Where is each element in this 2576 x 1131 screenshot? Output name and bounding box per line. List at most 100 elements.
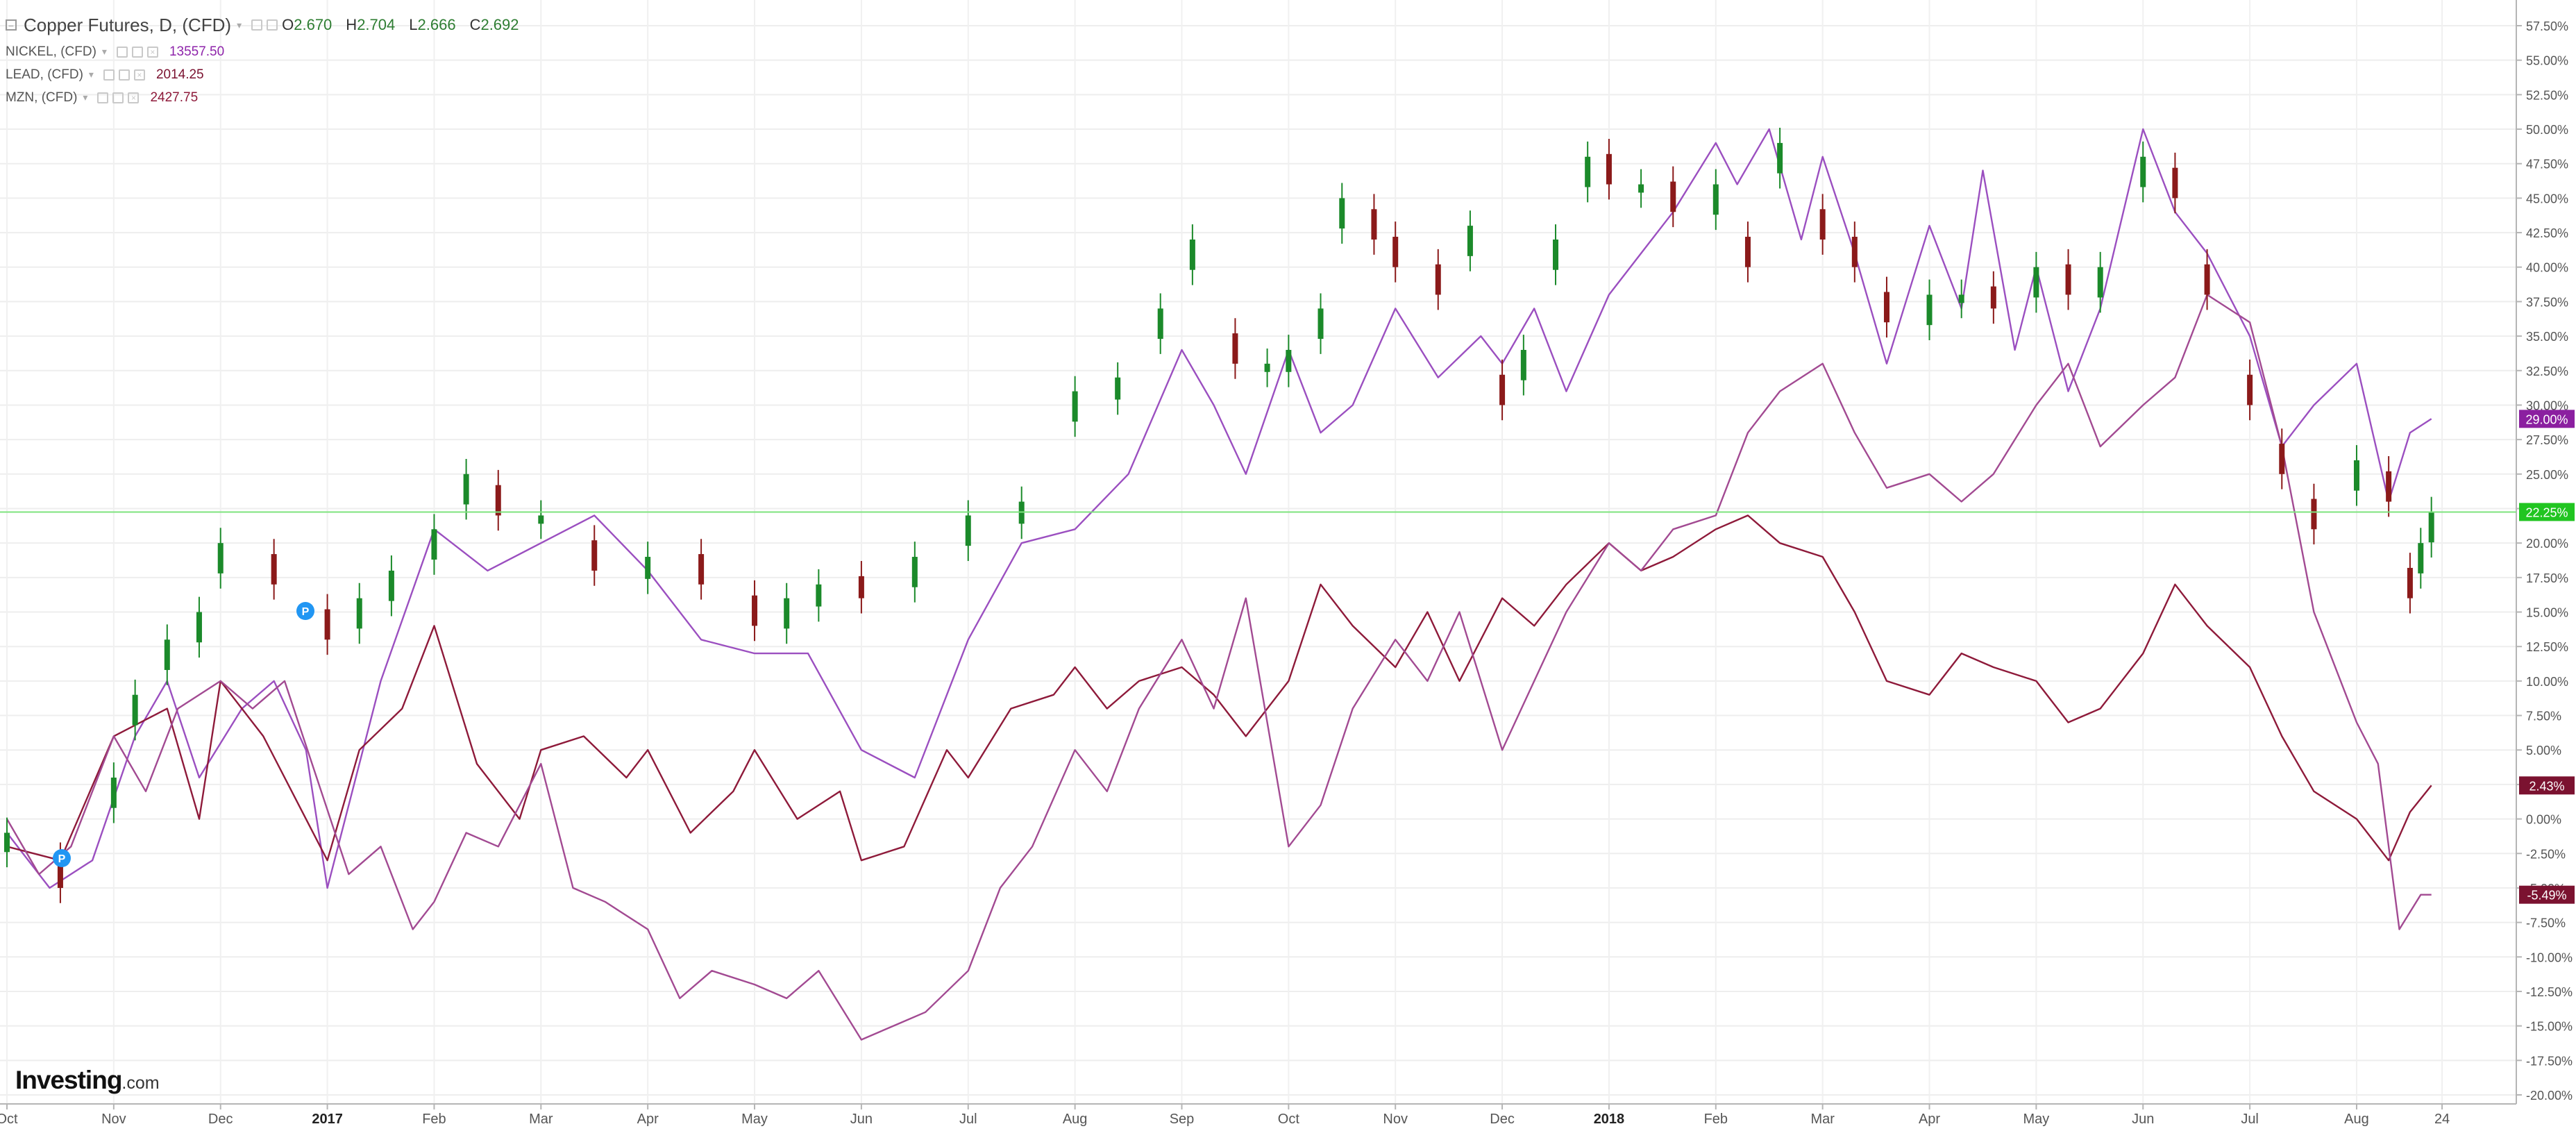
x-tick-label: Mar [529, 1112, 553, 1127]
visibility-toggle-icon[interactable] [103, 69, 115, 81]
settings-icon[interactable] [118, 69, 130, 81]
candle-body [858, 576, 864, 598]
candle-body [698, 554, 705, 585]
chevron-down-icon[interactable]: ▾ [83, 92, 88, 103]
candle-body [2172, 167, 2178, 199]
candle-body [1958, 294, 1964, 303]
series-line-2 [6, 514, 2432, 862]
legend-row-mzn: MZN, (CFD) ▾ × 2427.75 [6, 86, 533, 109]
series-name-lead[interactable]: LEAD, (CFD) [6, 67, 83, 82]
collapse-legend-icon[interactable]: − [6, 19, 17, 31]
y-axis[interactable]: 57.50% 55.00% 52.50% 50.00% 47.50% 45.00% 42.5… [2516, 19, 2573, 1103]
last-value-badge [2519, 776, 2575, 795]
x-tick-label: Apr [637, 1112, 659, 1127]
x-tick-label: Feb [1704, 1112, 1728, 1127]
x-tick-label: Jun [850, 1112, 873, 1127]
candle-body [2386, 471, 2392, 502]
candle-body [164, 639, 170, 670]
visibility-toggle-icon[interactable] [97, 92, 109, 103]
y-tick-label: 10.00% [2526, 675, 2568, 689]
settings-icon[interactable] [267, 19, 278, 31]
event-marker-1-label: P [58, 853, 66, 865]
y-tick-label: 40.00% [2526, 261, 2568, 275]
series-name-nickel[interactable]: NICKEL, (CFD) [6, 44, 96, 59]
candle-body [2311, 499, 2317, 530]
candle-body [538, 515, 544, 524]
chevron-down-icon[interactable]: ▾ [237, 19, 242, 31]
y-tick-label: 25.00% [2526, 468, 2568, 482]
visibility-toggle-icon[interactable] [251, 19, 263, 31]
x-tick-label: Oct [1278, 1112, 1300, 1127]
event-marker-2[interactable]: P [296, 602, 314, 620]
candle-body [1467, 226, 1473, 256]
event-marker-1[interactable]: P [53, 849, 71, 867]
x-tick-label: 2018 [1594, 1112, 1625, 1127]
last-value-label: -5.49% [2527, 889, 2566, 903]
candle-body [1990, 286, 1996, 309]
x-tick-label: Feb [422, 1112, 446, 1127]
candle-body [2279, 444, 2285, 474]
series-name-mzn[interactable]: MZN, (CFD) [6, 90, 78, 105]
y-tick-label: -2.50% [2526, 847, 2566, 861]
candle-body [1072, 391, 1078, 422]
x-tick-label: Aug [2344, 1112, 2369, 1127]
y-tick-label: -17.50% [2526, 1054, 2573, 1068]
settings-icon[interactable] [112, 92, 124, 103]
candle-body [645, 557, 651, 579]
candle-body [1819, 209, 1826, 240]
series-line-3 [6, 294, 2432, 1041]
candle-body [1189, 240, 1195, 270]
candle-body [388, 570, 394, 601]
y-tick-label: 0.00% [2526, 813, 2561, 827]
y-tick-label: 20.00% [2526, 537, 2568, 551]
candle-body [1883, 292, 1889, 323]
legend: − Copper Futures, D, (CFD) ▾ O2.670 H2.7… [6, 10, 533, 109]
x-tick-label: Aug [1063, 1112, 1088, 1127]
main-series-title[interactable]: Copper Futures, D, (CFD) [24, 14, 232, 35]
candle-body [816, 584, 822, 607]
legend-row-nickel: NICKEL, (CFD) ▾ × 13557.50 [6, 40, 533, 63]
series-value-mzn: 2427.75 [150, 90, 199, 105]
candle-body [1157, 308, 1163, 340]
candle-body [132, 694, 138, 726]
candle-body [217, 543, 224, 573]
candle-body [2428, 512, 2434, 543]
chevron-down-icon[interactable]: ▾ [88, 69, 94, 80]
y-tick-label: 12.50% [2526, 640, 2568, 654]
chevron-down-icon[interactable]: ▾ [101, 46, 107, 57]
settings-icon[interactable] [131, 46, 143, 58]
candle-body [196, 612, 202, 643]
candle-body [1777, 142, 1783, 174]
candle-body [1553, 240, 1559, 270]
x-tick-label: Jul [959, 1112, 977, 1127]
close-icon[interactable]: × [133, 69, 145, 81]
candle-body [1712, 184, 1719, 215]
logo-suffix: .com [121, 1073, 160, 1093]
candle-body [1606, 153, 1612, 185]
close-icon[interactable]: × [128, 92, 140, 103]
y-tick-label: 57.50% [2526, 19, 2568, 33]
x-axis[interactable]: Oct Nov Dec 2017 Feb Mar Apr May Jun Jul Aug Sep Oct… [0, 1104, 2450, 1127]
logo-brand: Investing [15, 1066, 122, 1094]
candle-body [1744, 237, 1751, 267]
last-value-badge [2519, 503, 2575, 521]
candle-body [2140, 156, 2146, 187]
y-tick-label: 7.50% [2526, 710, 2561, 723]
y-tick-label: 47.50% [2526, 158, 2568, 171]
y-tick-label: 15.00% [2526, 606, 2568, 620]
candle-body [1435, 264, 1441, 295]
candle-body [911, 557, 918, 587]
y-tick-label: 32.50% [2526, 365, 2568, 378]
close-icon[interactable]: × [146, 46, 158, 58]
candle-body [4, 832, 10, 853]
visibility-toggle-icon[interactable] [116, 46, 128, 58]
y-tick-label: 55.00% [2526, 54, 2568, 68]
y-tick-label: 45.00% [2526, 192, 2568, 206]
x-tick-label: Dec [208, 1112, 233, 1127]
low-value: L2.666 [409, 16, 455, 34]
y-tick-label: 30.00% [2526, 399, 2568, 412]
candle-body [1232, 333, 1238, 364]
open-key: O [282, 16, 294, 33]
candle-body [1638, 184, 1644, 193]
